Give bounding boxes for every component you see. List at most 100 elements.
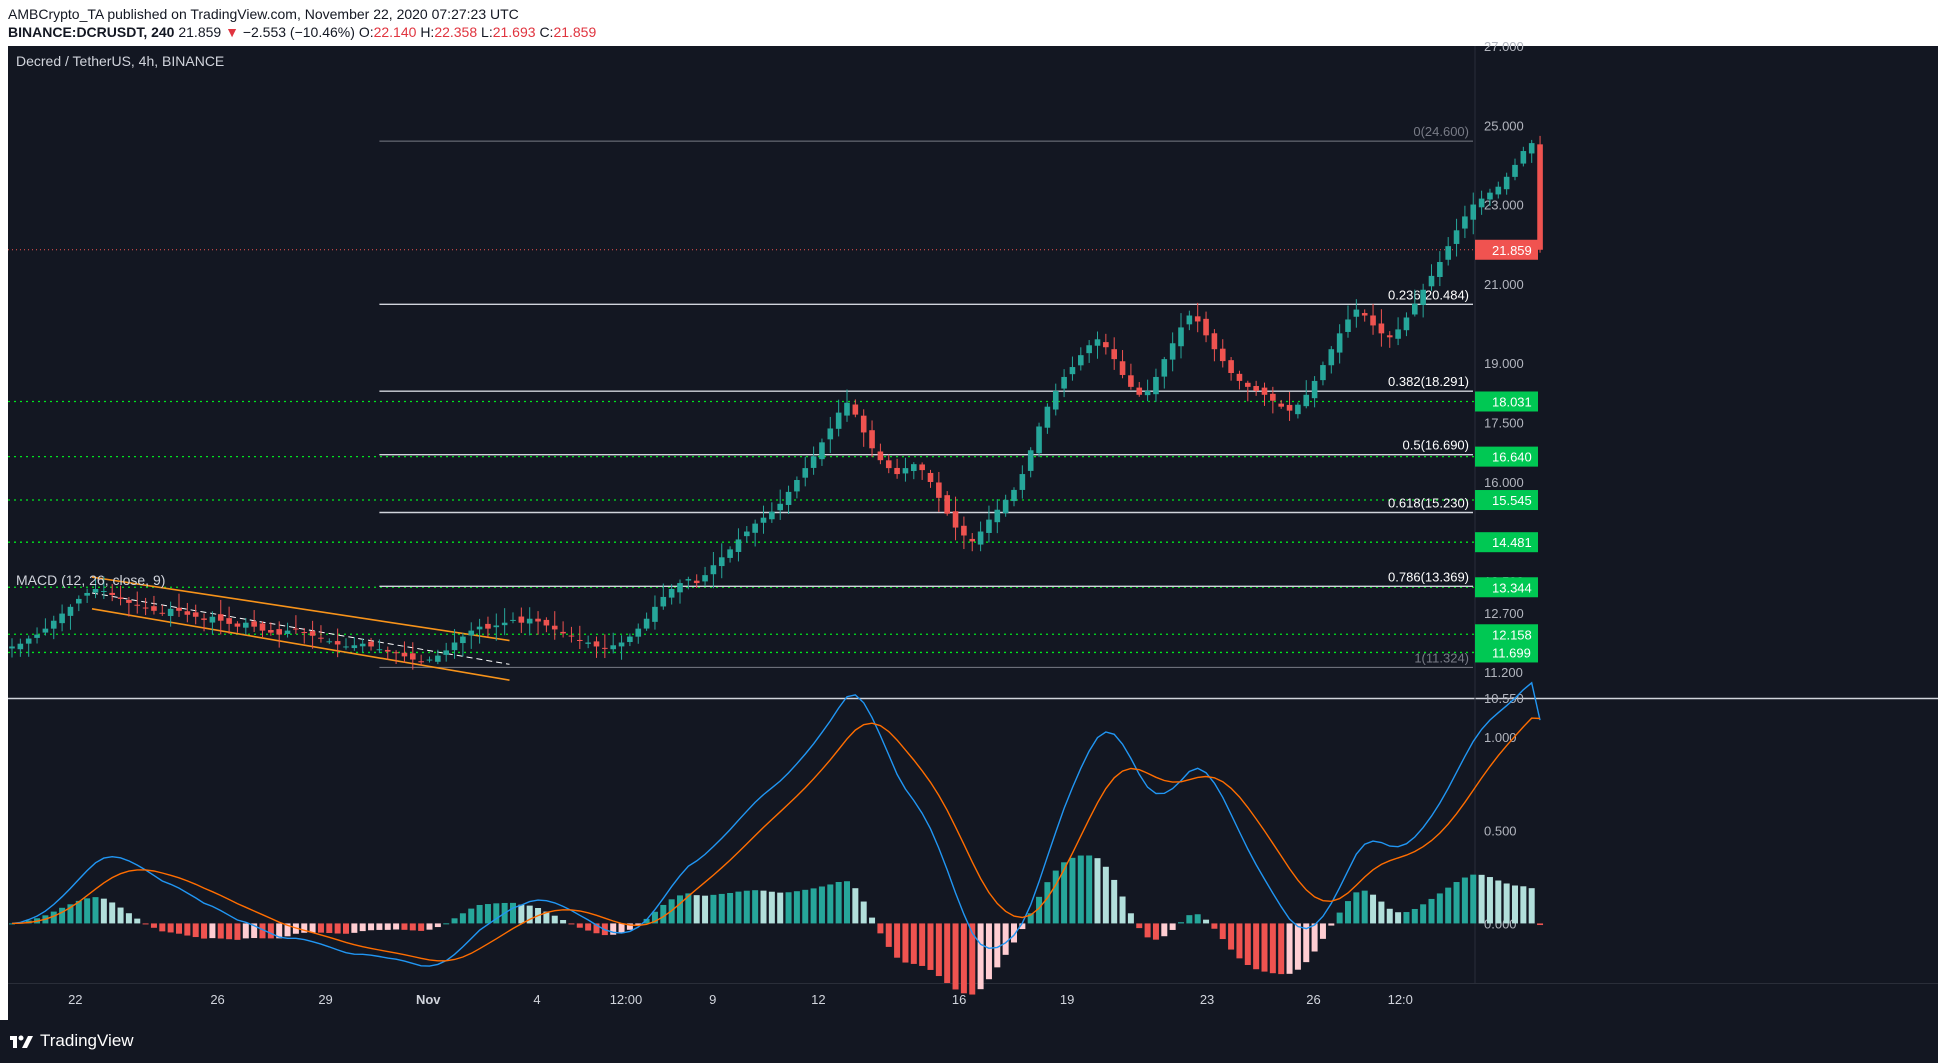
- candle-body: [251, 621, 257, 627]
- candle-body: [59, 613, 65, 624]
- candle-body: [969, 538, 976, 542]
- macd-histogram-bar: [1019, 923, 1026, 930]
- macd-histogram-bar: [760, 890, 767, 924]
- macd-histogram-bar: [309, 923, 316, 933]
- candle-body: [76, 598, 82, 604]
- macd-histogram-bar: [518, 904, 525, 924]
- candle-body: [276, 629, 282, 635]
- candle-body: [393, 652, 399, 654]
- candle-body: [1036, 426, 1042, 454]
- macd-histogram-bar: [1236, 923, 1243, 959]
- support-price-label: 12.158: [1492, 627, 1532, 642]
- macd-histogram-bar: [301, 923, 308, 933]
- macd-y-tick-label: 1.000: [1484, 730, 1517, 745]
- tradingview-brand: TradingView: [40, 1031, 134, 1050]
- x-tick-label: 12:0: [1388, 992, 1413, 1007]
- candle-body: [351, 645, 358, 649]
- macd-histogram-bar: [1253, 923, 1260, 970]
- macd-histogram-bar: [994, 923, 1001, 968]
- macd-histogram-bar: [1420, 904, 1427, 924]
- macd-histogram-bar: [510, 902, 516, 924]
- candle-body: [117, 597, 124, 599]
- candle-body: [1370, 315, 1376, 326]
- fib-label: 0.618(15.230): [1388, 496, 1469, 511]
- candle-body: [1386, 335, 1393, 338]
- macd-histogram-bar: [1370, 894, 1377, 924]
- x-tick-label: 26: [1306, 992, 1320, 1007]
- macd-histogram-bar: [401, 923, 408, 930]
- candle-body: [702, 575, 708, 582]
- close-label: C:: [539, 24, 554, 40]
- candle-body: [309, 631, 316, 636]
- macd-histogram-bar: [593, 923, 600, 934]
- current-price-tag: [1475, 239, 1538, 260]
- footer-bar: TradingView: [0, 1020, 1938, 1063]
- macd-histogram-bar: [969, 923, 976, 995]
- candle-body: [543, 619, 550, 626]
- candle-body: [1178, 327, 1184, 347]
- macd-histogram-bar: [426, 923, 433, 930]
- macd-histogram-bar: [1445, 887, 1452, 924]
- support-price-tag: [1475, 577, 1538, 598]
- price-chart[interactable]: 27.000 25.000 23.000 21.000 19.000 17.500 16.0…: [0, 0, 1938, 1020]
- macd-histogram-bar: [493, 903, 500, 924]
- macd-histogram-bar: [1353, 892, 1360, 924]
- candle-body: [602, 647, 608, 649]
- macd-histogram-bar: [226, 923, 233, 940]
- low-value: 21.693: [492, 24, 536, 40]
- candle-body: [860, 415, 867, 433]
- candle-body: [1019, 474, 1026, 490]
- macd-histogram-bar: [1111, 879, 1118, 924]
- open-value: 22.140: [373, 24, 417, 40]
- macd-histogram-bar: [927, 923, 934, 970]
- candle-body: [1428, 275, 1435, 287]
- candle-body: [426, 659, 433, 661]
- macd-histogram-bar: [910, 923, 917, 964]
- candle-body: [827, 428, 834, 440]
- macd-histogram-bar: [1011, 923, 1017, 943]
- support-price-tag: [1475, 391, 1538, 412]
- macd-histogram-bar: [67, 904, 74, 924]
- chart-background: [8, 46, 1938, 983]
- candle-body: [894, 467, 900, 475]
- candle-body: [568, 635, 575, 637]
- open-label: O:: [358, 24, 374, 40]
- candle-body: [668, 589, 675, 598]
- macd-histogram-bar: [977, 923, 984, 990]
- macd-line: [11, 681, 1541, 967]
- candle-body: [217, 614, 224, 621]
- y-tick-label: 16.000: [1484, 475, 1524, 490]
- candle-body: [1186, 315, 1193, 325]
- candle-body: [268, 630, 274, 633]
- candle-body: [67, 606, 74, 616]
- macd-histogram-bar: [777, 892, 784, 924]
- macd-histogram-bar: [1203, 919, 1210, 924]
- candle-body: [476, 626, 483, 630]
- candle-body: [384, 649, 391, 652]
- macd-histogram-bar: [844, 881, 850, 924]
- macd-histogram-bar: [727, 892, 734, 924]
- macd-histogram-bar: [810, 888, 817, 924]
- macd-histogram-bar: [560, 920, 567, 924]
- macd-histogram-bar: [134, 918, 141, 924]
- macd-histogram-bar: [985, 923, 992, 980]
- macd-histogram-bar: [1261, 923, 1268, 972]
- y-tick-label: 10.550: [1484, 691, 1524, 706]
- macd-histogram-bar: [242, 923, 249, 939]
- macd-histogram-bar: [1461, 877, 1468, 924]
- candle-body: [710, 565, 717, 575]
- candle-body: [176, 607, 182, 611]
- candle-body: [1361, 313, 1368, 316]
- macd-histogram-bar: [1294, 923, 1301, 970]
- candle-body: [209, 616, 216, 623]
- macd-histogram-bar: [1319, 923, 1326, 939]
- chart-title: Decred / TetherUS, 4h, BINANCE: [16, 53, 224, 69]
- macd-histogram-bar: [718, 893, 725, 924]
- candle-body: [259, 623, 266, 631]
- signal-line: [11, 717, 1541, 962]
- candle-body: [9, 646, 15, 649]
- macd-histogram-bar: [626, 923, 633, 930]
- y-tick-label: 27.000: [1484, 39, 1524, 54]
- x-tick-label: 12: [811, 992, 825, 1007]
- macd-histogram-bar: [125, 913, 132, 924]
